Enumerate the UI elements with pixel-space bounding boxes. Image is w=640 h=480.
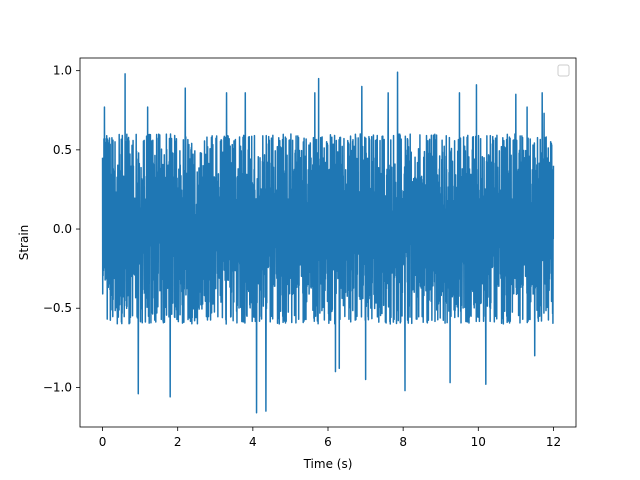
y-axis-label: Strain xyxy=(17,225,31,261)
y-tick-label: −1.0 xyxy=(43,380,72,394)
y-tick-label: −0.5 xyxy=(43,301,72,315)
plot-area xyxy=(79,57,577,428)
y-tick-label: 0.5 xyxy=(53,143,72,157)
y-axis: −1.0 −0.5 0.0 0.5 1.0 xyxy=(43,64,80,394)
x-axis: 0 2 4 6 8 10 12 xyxy=(99,427,561,449)
legend-box xyxy=(557,64,570,77)
y-tick-label: 0.0 xyxy=(53,222,72,236)
y-tick-label: 1.0 xyxy=(53,64,72,78)
x-tick-label: 6 xyxy=(324,435,332,449)
x-tick-label: 12 xyxy=(546,435,561,449)
series-line xyxy=(101,71,555,414)
x-tick-label: 2 xyxy=(174,435,182,449)
x-axis-label: Time (s) xyxy=(303,457,353,471)
x-tick-label: 0 xyxy=(99,435,107,449)
series-layer xyxy=(101,71,555,414)
x-tick-label: 10 xyxy=(471,435,486,449)
x-tick-label: 8 xyxy=(399,435,407,449)
x-tick-label: 4 xyxy=(249,435,257,449)
